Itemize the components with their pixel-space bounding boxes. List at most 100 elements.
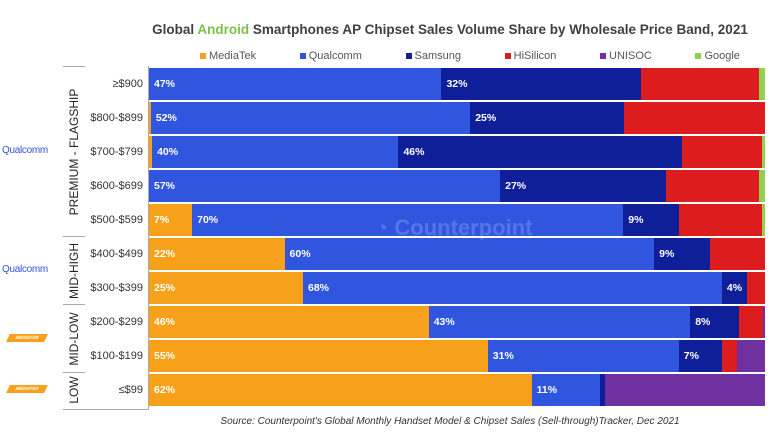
bar-mediatek: 25% (149, 272, 303, 304)
bar-hisilicon (681, 136, 762, 168)
bar-samsung: 9% (654, 238, 710, 270)
category-label: $700-$799 (90, 146, 143, 158)
data-label: 9% (659, 248, 675, 260)
data-label: 4% (726, 282, 743, 294)
source-note: Source: Counterpoint's Global Monthly Ha… (220, 416, 680, 427)
legend-item-qualcomm: Qualcomm (299, 50, 362, 62)
legend-label: UNISOC (609, 50, 652, 62)
bar-hisilicon (623, 102, 765, 134)
legend-swatch (299, 53, 306, 59)
category-label: $300-$399 (90, 282, 143, 294)
bar-qualcomm: 57% (149, 170, 501, 202)
bar-qualcomm: 52% (150, 102, 471, 134)
mediatek-logo: MEDIATEK (6, 385, 48, 393)
group-label: MID-LOW (67, 312, 81, 366)
data-label: 8% (695, 316, 711, 328)
chart-title: Global Android Smartphones AP Chipset Sa… (152, 22, 748, 37)
legend-item-unisoc: UNISOC (600, 50, 652, 62)
legend-label: MediaTek (209, 50, 257, 62)
bar-row: 25% 68% 4% (149, 272, 765, 304)
bar-mediatek: 7% (149, 204, 193, 236)
data-label: 7% (683, 350, 699, 362)
data-label: 22% (154, 248, 176, 260)
data-label: 31% (492, 350, 514, 362)
data-label: 57% (154, 180, 176, 192)
data-label: 55% (154, 350, 176, 362)
bar-google (758, 170, 765, 202)
bar-row: 52% 25% (149, 102, 765, 134)
bar-row: 55% 31% 7% (149, 340, 765, 372)
group-label: LOW (67, 376, 81, 404)
category-label: ≤$99 (118, 384, 143, 396)
category-frame (63, 66, 149, 410)
data-label: 46% (403, 146, 425, 158)
bars-area: 47% 32% 52% 25% 40% 46% 57% 27% 7% 70% 9% 22% 60% 9% 2… (149, 68, 765, 408)
bar-qualcomm: 68% (303, 272, 722, 304)
data-label: 9% (628, 214, 644, 226)
legend-swatch (600, 53, 607, 59)
bar-mediatek (149, 136, 153, 168)
category-label: $100-$199 (90, 350, 143, 362)
bar-samsung: 7% (678, 340, 722, 372)
watermark: ◔ Counterpoint (375, 215, 533, 240)
bar-row: 47% 32% (149, 68, 765, 100)
legend-item-google: Google (695, 50, 740, 62)
legend-swatch (695, 53, 702, 59)
data-label: 68% (308, 282, 330, 294)
bar-samsung: 9% (623, 204, 679, 236)
qualcomm-logo: Qualcomm (2, 264, 48, 275)
legend-swatch (405, 53, 412, 59)
bar-hisilicon (721, 340, 738, 372)
group-low: LOW (63, 372, 85, 407)
data-label: 47% (154, 78, 176, 90)
data-label: 27% (505, 180, 527, 192)
bar-qualcomm: 47% (149, 68, 442, 100)
bar-row: 46% 43% 8% (149, 306, 765, 338)
legend-label: Qualcomm (308, 50, 362, 62)
bar-google (761, 204, 765, 236)
category-label: $500-$599 (90, 214, 143, 226)
bar-samsung: 27% (500, 170, 667, 202)
bar-row: 22% 60% 9% (149, 238, 765, 270)
group-premium-flagship: PREMIUM - FLAGSHIP (63, 66, 85, 237)
data-label: 25% (475, 112, 497, 124)
category-label: $800-$899 (90, 112, 143, 124)
legend-item-hisilicon: HiSilicon (504, 50, 557, 62)
data-label: 40% (157, 146, 179, 158)
legend: MediaTek Qualcomm Samsung HiSilicon UNISOC Go… (200, 50, 740, 62)
data-label: 70% (197, 214, 219, 226)
legend-label: HiSilicon (513, 50, 557, 62)
bar-hisilicon (666, 170, 759, 202)
legend-label: Google (704, 50, 740, 62)
bar-unisoc (604, 374, 765, 406)
category-label: $200-$299 (90, 316, 143, 328)
bar-mediatek (149, 102, 151, 134)
bar-mediatek: 46% (149, 306, 429, 338)
bar-qualcomm: 11% (531, 374, 600, 406)
bar-google (758, 68, 765, 100)
data-label: 25% (154, 282, 176, 294)
group-mid-high: MID-HIGH (63, 236, 85, 305)
bar-qualcomm: 60% (284, 238, 655, 270)
data-label: 60% (289, 248, 311, 260)
bar-row: 7% 70% 9% (149, 204, 765, 236)
data-label: 62% (154, 384, 176, 396)
bar-qualcomm: 70% (192, 204, 624, 236)
data-label: 32% (446, 78, 468, 90)
bar-google (761, 136, 765, 168)
legend-item-samsung: Samsung (405, 50, 461, 62)
group-mid-low: MID-LOW (63, 304, 85, 373)
bar-hisilicon (738, 306, 764, 338)
category-label: ≥$900 (112, 78, 143, 90)
bar-unisoc (737, 340, 765, 372)
bar-mediatek: 62% (149, 374, 532, 406)
category-label: $600-$699 (90, 180, 143, 192)
bar-row: 57% 27% (149, 170, 765, 202)
mediatek-logo: MEDIATEK (6, 334, 48, 342)
group-label: MID-HIGH (67, 243, 81, 299)
axis-line (148, 66, 149, 409)
bar-row: 62% 11% (149, 374, 765, 406)
bar-qualcomm: 43% (428, 306, 691, 338)
data-label: 7% (154, 214, 170, 226)
group-label: PREMIUM - FLAGSHIP (67, 88, 81, 216)
